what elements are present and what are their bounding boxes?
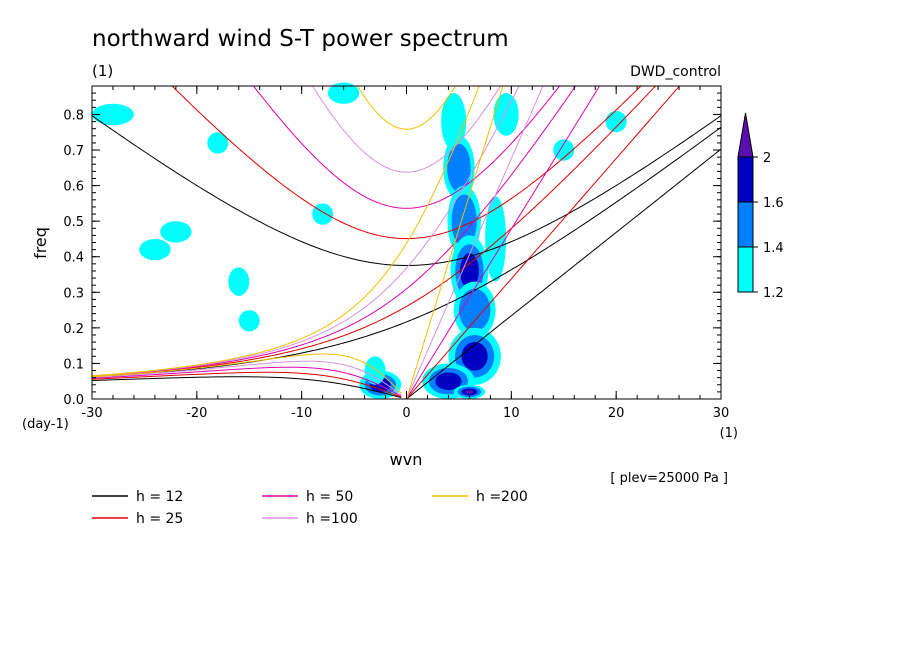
y-tick-label: 0.3: [63, 286, 84, 301]
legend-label: h = 12: [136, 489, 183, 505]
y-tick-label: 0.8: [63, 108, 84, 123]
y-axis-label: freq: [31, 227, 50, 259]
contour-blob: [493, 93, 519, 136]
contour-blob: [461, 342, 488, 371]
kelvin-curve: [406, 148, 721, 399]
colorbar-band: [737, 201, 754, 248]
x-tick-label: 30: [713, 406, 730, 421]
x-axis-label: wvn: [390, 450, 423, 469]
rossby-curve: [92, 360, 402, 396]
contour-blob: [327, 82, 360, 104]
contour-blob: [459, 253, 479, 289]
colorbar-label: 1.2: [763, 286, 784, 301]
y-tick-label: 0.0: [63, 393, 84, 408]
dispersion-100: [92, 86, 544, 399]
y-tick-label: 0.6: [63, 180, 84, 195]
kelvin-curve: [406, 86, 681, 399]
y-tick-label: 0.4: [63, 251, 84, 266]
rossby-curve: [92, 371, 402, 398]
contour-blob: [447, 143, 471, 192]
mrg-curve: [92, 86, 520, 377]
contour-blob: [207, 132, 229, 154]
x-tick-label: -20: [186, 406, 207, 421]
x-tick-label: -10: [291, 406, 312, 421]
ig-curve: [252, 86, 561, 209]
contour-blob: [312, 203, 334, 225]
contour-blob: [465, 390, 474, 394]
mrg-curve: [92, 86, 480, 377]
y-axis: 0.0 0.1 0.2 0.3 0.4 0.5 0.6 0.7 0.8: [63, 85, 721, 408]
rossby-curve: [92, 376, 402, 399]
dispersion-25: [92, 86, 681, 399]
colorbar-label: 1.6: [763, 196, 784, 211]
colorbar-band: [737, 246, 754, 293]
chart-title: northward wind S-T power spectrum: [92, 26, 509, 52]
mrg-curve: [92, 86, 577, 377]
ig-curve: [311, 86, 502, 173]
mrg-curve: [92, 126, 721, 378]
rossby-curve: [92, 366, 402, 397]
contour-blob: [441, 93, 467, 151]
x-unit-label: (1): [720, 426, 738, 441]
contour-blob: [458, 288, 491, 332]
legend-label: h =100: [306, 511, 358, 527]
ig-curve: [92, 115, 721, 266]
x-tick-label: 10: [503, 406, 520, 421]
contour-blob: [238, 310, 260, 332]
legend: h = 12 h = 25 h = 50 h =100 h =200: [92, 489, 528, 527]
x-tick-label: -30: [81, 406, 102, 421]
kelvin-curve: [406, 86, 544, 399]
colorbar: 1.2 1.4 1.6 2: [737, 112, 784, 301]
contour-blob: [92, 103, 134, 126]
dispersion-50: [92, 86, 601, 399]
contour-blob: [160, 221, 192, 243]
chart-subtitle-right: DWD_control: [630, 64, 721, 80]
legend-label: h = 50: [306, 489, 353, 505]
colorbar-label: 1.4: [763, 241, 784, 256]
dispersion-curves: [92, 86, 721, 399]
kelvin-curve: [406, 86, 504, 399]
rossby-curve: [92, 353, 402, 394]
kelvin-curve: [406, 86, 601, 399]
legend-label: h =200: [476, 489, 528, 505]
contour-blob: [139, 238, 171, 261]
contour-blob: [553, 139, 575, 161]
dispersion-12: [92, 115, 721, 399]
y-tick-label: 0.2: [63, 322, 84, 337]
contour-blob: [228, 267, 250, 296]
contour-blob: [605, 110, 627, 133]
y-tick-label: 0.7: [63, 144, 84, 159]
mrg-curve: [92, 86, 657, 378]
colorbar-extend: [737, 112, 754, 158]
contour-blob: [451, 194, 477, 248]
chart-subtitle-left: (1): [92, 62, 113, 80]
y-tick-label: 0.1: [63, 357, 84, 372]
dispersion-200: [92, 86, 504, 399]
ig-curve: [171, 86, 642, 240]
plev-annotation: [ plev=25000 Pa ]: [610, 471, 728, 486]
y-unit-label: (day-1): [22, 417, 69, 432]
y-tick-label: 0.5: [63, 215, 84, 230]
x-tick-label: 0: [402, 406, 410, 421]
colorbar-label: 2: [763, 151, 771, 166]
colorbar-band: [737, 156, 754, 203]
contour-blob: [485, 196, 507, 282]
ig-curve: [356, 86, 457, 130]
contour-blob: [364, 356, 386, 385]
legend-label: h = 25: [136, 511, 183, 527]
contour-layer: [92, 82, 627, 400]
contour-blob: [435, 372, 462, 391]
x-tick-label: 20: [608, 406, 625, 421]
